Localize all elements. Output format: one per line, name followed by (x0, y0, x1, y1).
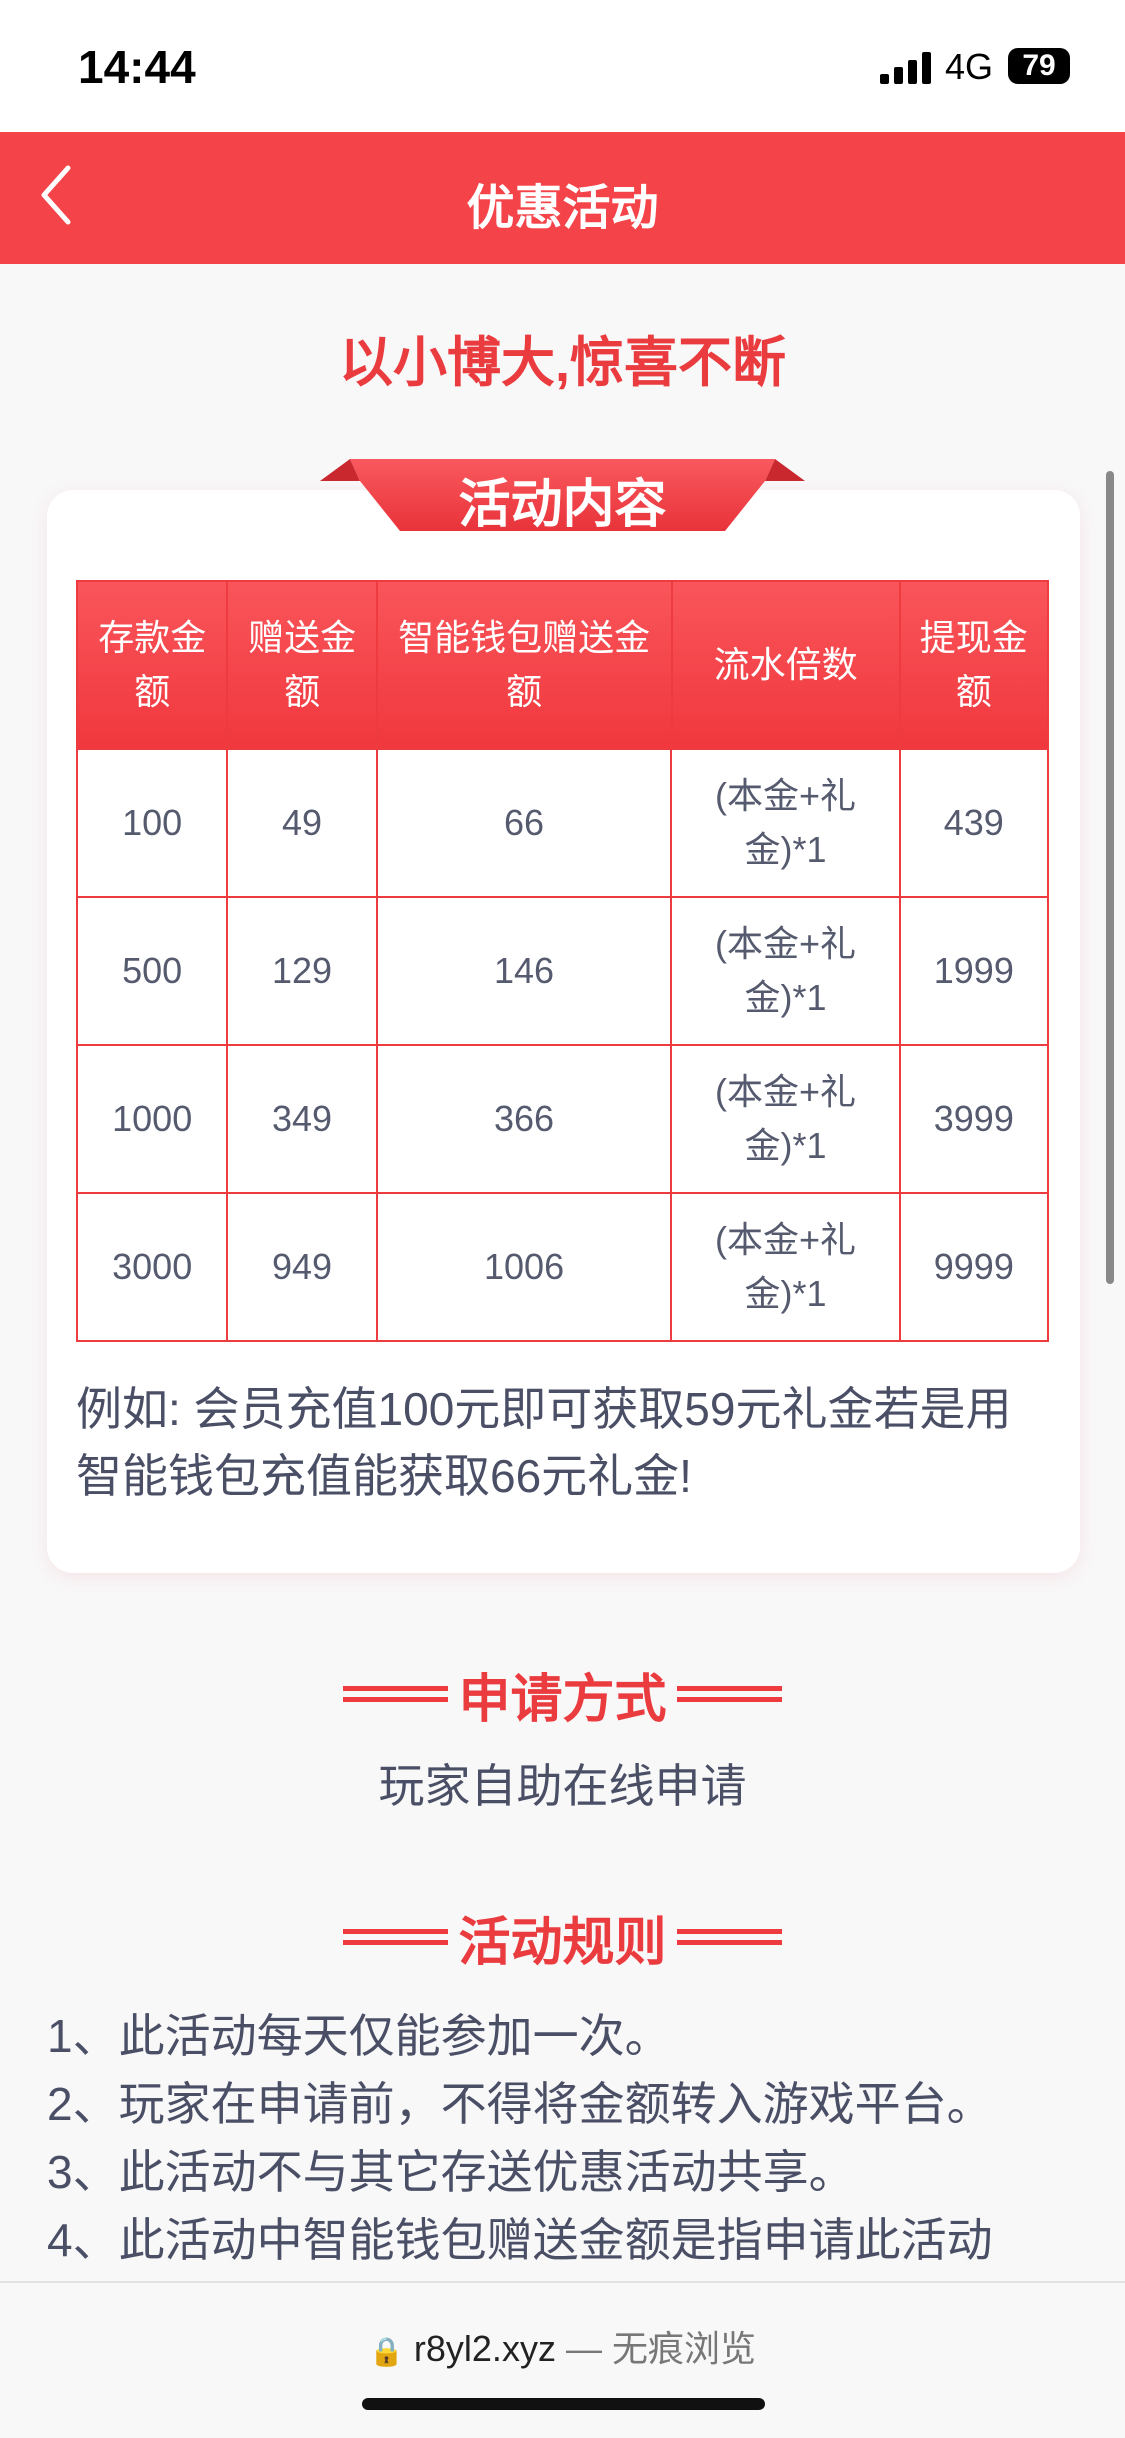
table-cell: 1000 (78, 1046, 227, 1192)
back-button[interactable] (36, 160, 86, 230)
table-cell: 1999 (898, 898, 1047, 1044)
slogan: 以小博大,惊喜不断 (338, 333, 786, 393)
url: r8yl2.xyz (413, 2328, 556, 2369)
status-bar (0, 0, 1125, 132)
ribbon (320, 459, 805, 531)
promo-table: 存款金额 赠送金额 智能钱包赠送金额 流水倍数 提现金额 100 49 66 (本金+礼金)*1… (76, 580, 1049, 1342)
browser-bar (0, 2281, 1125, 2438)
lock-icon: 🔒 (369, 2336, 404, 2367)
table-header-row: 存款金额 赠送金额 智能钱包赠送金额 流水倍数 提现金额 (78, 582, 1047, 748)
table-cell: 100 (78, 750, 227, 896)
header-cell: 流水倍数 (670, 582, 899, 748)
table-cell: 3000 (78, 1194, 227, 1340)
header-cell: 赠送金额 (226, 582, 376, 748)
header-cell: 智能钱包赠送金额 (375, 582, 671, 748)
card-title: 活动内容 (458, 476, 667, 534)
rule-item: 3、此活动不与其它存送优惠活动共享。 (47, 2146, 855, 2198)
rule-item: 4、此活动中智能钱包赠送金额是指申请此活动 (47, 2214, 993, 2266)
table-cell: 349 (226, 1046, 376, 1192)
table-row: 100 49 66 (本金+礼金)*1 439 (78, 748, 1047, 896)
table-cell: (本金+礼金)*1 (670, 898, 899, 1044)
decoration (676, 1686, 782, 1702)
table-cell: (本金+礼金)*1 (670, 750, 899, 896)
apply-text: 玩家自助在线申请 (378, 1760, 747, 1812)
table-cell: 3999 (898, 1046, 1047, 1192)
table-cell: 66 (375, 750, 671, 896)
status-time: 14:44 (78, 41, 196, 93)
table-cell: 146 (375, 898, 671, 1044)
table-cell: 439 (898, 750, 1047, 896)
table-cell: 129 (226, 898, 376, 1044)
apply-heading: 申请方式 (0, 1655, 1125, 1732)
rules-heading: 活动规则 (0, 1898, 1125, 1975)
heading-wrap: 申请方式 (343, 1657, 782, 1732)
table-row: 1000 349 366 (本金+礼金)*1 3999 (78, 1044, 1047, 1192)
header-cell: 存款金额 (78, 582, 227, 748)
table-row: 500 129 146 (本金+礼金)*1 1999 (78, 896, 1047, 1044)
table-cell: 9999 (898, 1194, 1047, 1340)
header-cell: 提现金额 (898, 582, 1047, 748)
page-title: 优惠活动 (466, 182, 659, 235)
table-cell: (本金+礼金)*1 (670, 1194, 899, 1340)
table-cell: (本金+礼金)*1 (670, 1046, 899, 1192)
mode-label: — 无痕浏览 (565, 2328, 756, 2369)
table-cell: 500 (78, 898, 227, 1044)
heading-wrap: 活动规则 (343, 1900, 782, 1975)
decoration (343, 1686, 449, 1702)
address[interactable]: 🔒 r8yl2.xyz — 无痕浏览 (0, 2320, 1125, 2372)
home-indicator (362, 2398, 765, 2410)
signal-icon (880, 52, 931, 84)
example-text: 例如: 会员充值100元即可获取59元礼金若是用智能钱包充值能获取66元礼金! (76, 1383, 1012, 1502)
rule-item: 1、此活动每天仅能参加一次。 (47, 2010, 671, 2062)
table-cell: 49 (226, 750, 376, 896)
scrollbar (1106, 471, 1114, 1284)
table-cell: 949 (226, 1194, 376, 1340)
table-cell: 366 (375, 1046, 671, 1192)
table-cell: 1006 (375, 1194, 671, 1340)
decoration (343, 1929, 449, 1945)
battery: 79 (1008, 48, 1070, 84)
rules-title: 活动规则 (458, 1913, 667, 1972)
top-bar (0, 132, 1125, 264)
decoration (676, 1929, 782, 1945)
network-label: 4G (945, 46, 994, 87)
table-row: 3000 949 1006 (本金+礼金)*1 9999 (78, 1192, 1047, 1340)
rule-item: 2、玩家在申请前，不得将金额转入游戏平台。 (47, 2078, 993, 2130)
apply-title: 申请方式 (458, 1670, 667, 1729)
